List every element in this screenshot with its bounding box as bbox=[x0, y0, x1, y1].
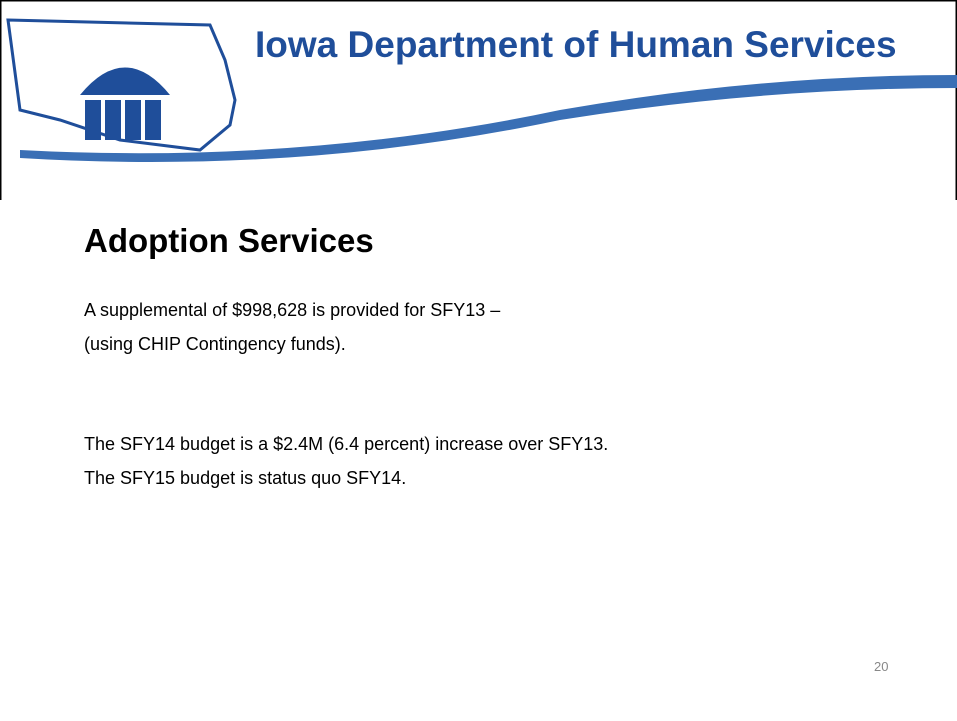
logo-icon bbox=[80, 67, 170, 140]
paragraph: (using CHIP Contingency funds). bbox=[84, 334, 346, 354]
slide-title: Adoption Services bbox=[84, 222, 374, 259]
paragraph: The SFY14 budget is a $2.4M (6.4 percent… bbox=[84, 434, 609, 454]
header-title: Iowa Department of Human Services bbox=[255, 24, 897, 65]
header-graphic bbox=[0, 0, 957, 200]
paragraph: A supplemental of $998,628 is provided f… bbox=[84, 300, 501, 320]
paragraph: The SFY15 budget is status quo SFY14. bbox=[84, 468, 407, 488]
page-number: 20 bbox=[874, 659, 889, 674]
header-swoosh bbox=[20, 75, 957, 163]
